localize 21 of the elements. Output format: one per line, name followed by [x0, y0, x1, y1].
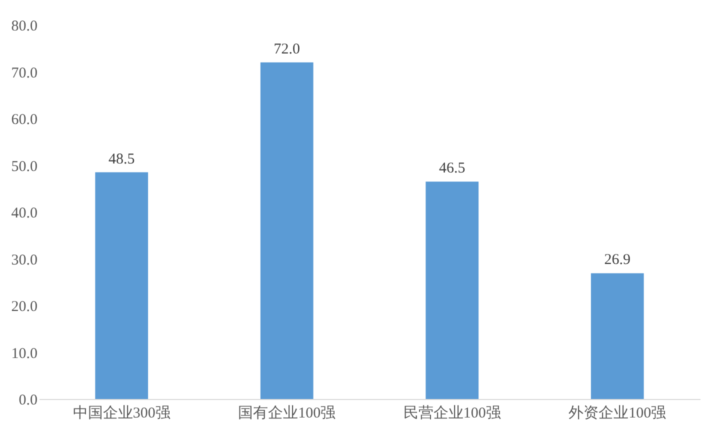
- bar: [426, 182, 479, 399]
- y-tick-label: 20.0: [11, 299, 38, 315]
- x-tick-label: 国有企业100强: [238, 404, 336, 422]
- y-tick-label: 40.0: [11, 206, 38, 222]
- x-tick-label: 民营企业100强: [403, 404, 501, 422]
- x-tick-label: 中国企业300强: [72, 404, 170, 422]
- bar: [590, 273, 644, 399]
- y-tick-label: 30.0: [11, 252, 38, 268]
- x-tick-label: 外资企业100强: [568, 404, 666, 422]
- data-label: 26.9: [604, 252, 630, 268]
- y-tick-label: 0.0: [18, 392, 38, 408]
- bar: [95, 172, 148, 399]
- y-tick-label: 10.0: [11, 346, 38, 362]
- y-tick-label: 50.0: [11, 158, 38, 175]
- y-tick-label: 70.0: [11, 65, 38, 82]
- data-label: 46.5: [439, 160, 466, 177]
- data-label: 48.5: [108, 151, 135, 168]
- y-tick-label: 80.0: [11, 18, 38, 34]
- data-label: 72.0: [274, 41, 300, 58]
- bar: [260, 62, 314, 399]
- y-tick-label: 60.0: [11, 112, 38, 128]
